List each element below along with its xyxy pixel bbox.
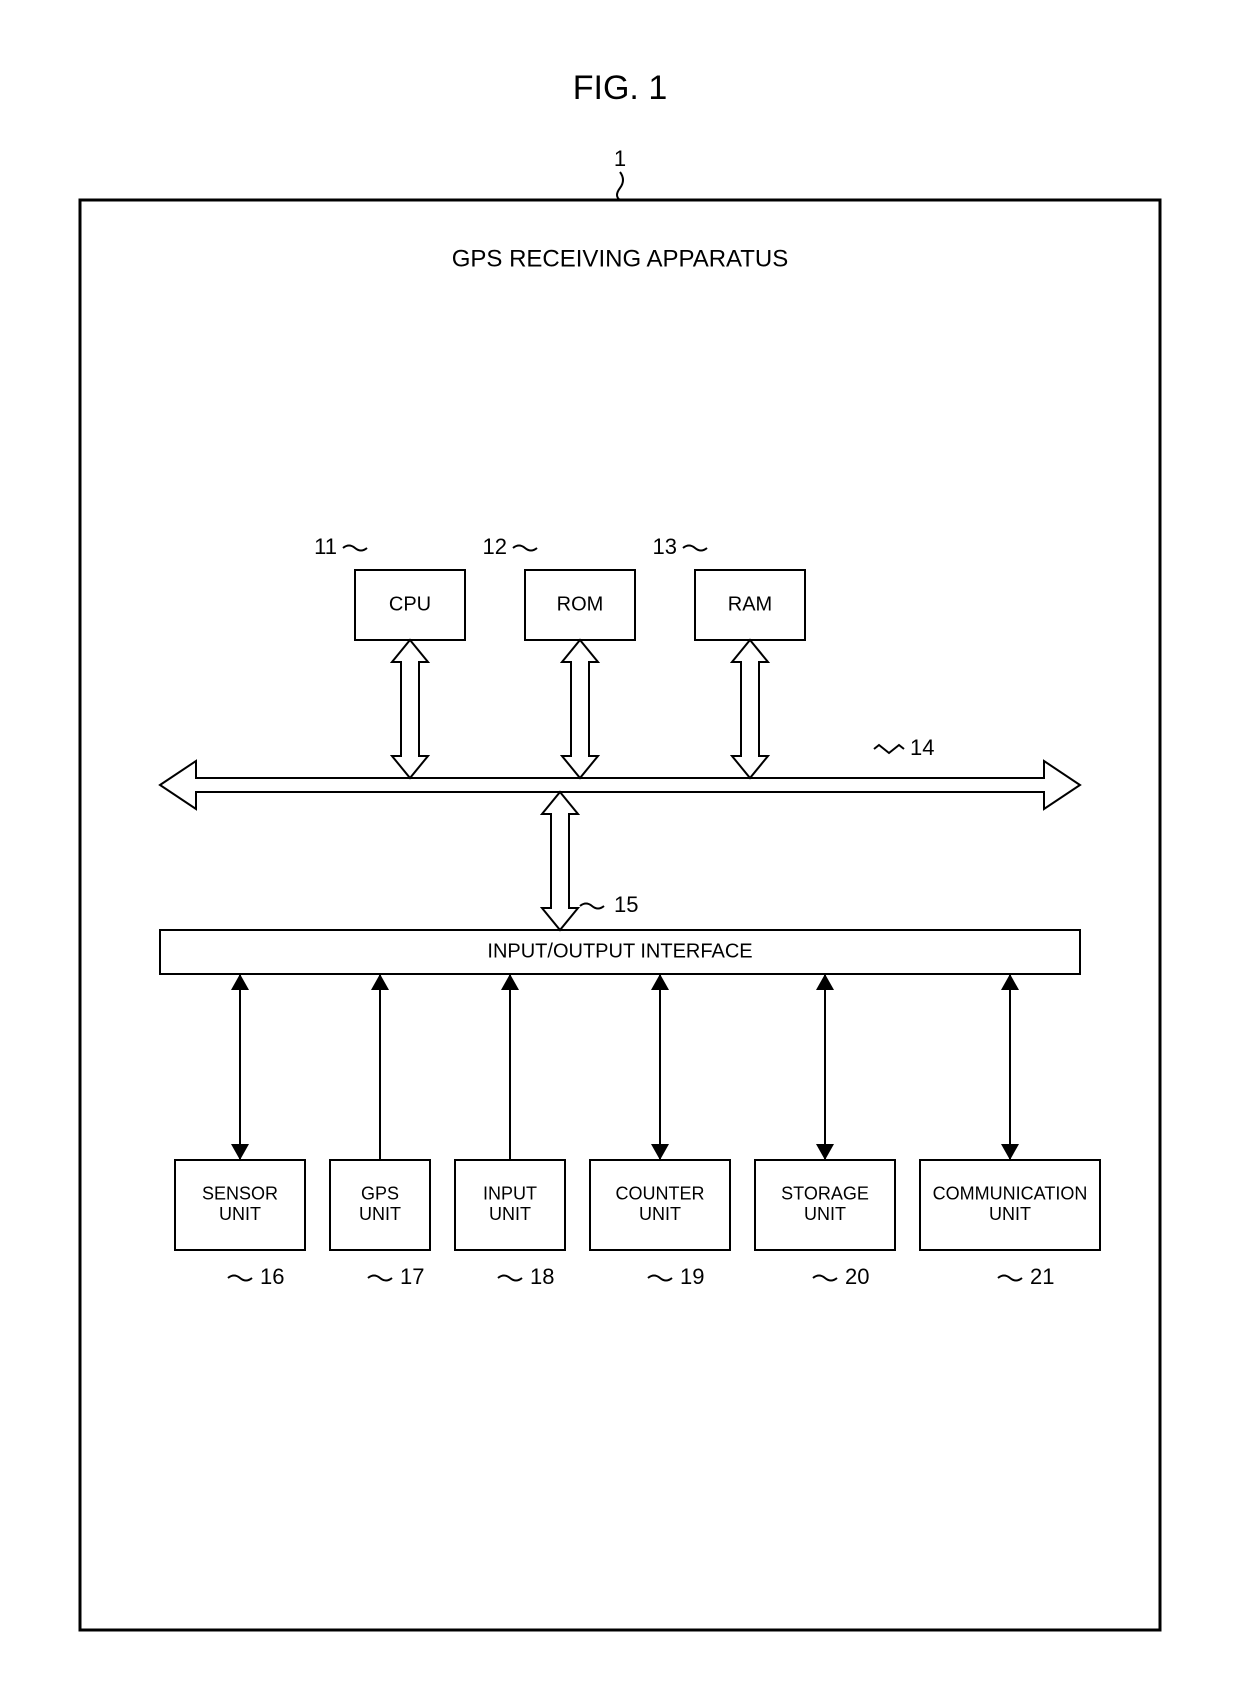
system-ref: 1 (614, 146, 626, 171)
arrowhead (816, 1144, 834, 1160)
bus-ref: 14 (910, 735, 934, 760)
rom-ref-leader (513, 546, 537, 551)
storage-ref: 20 (845, 1264, 869, 1289)
figure-diagram: FIG. 1 1 GPS RECEIVING APPARATUS 14 CPU ROM RA… (0, 0, 1240, 1693)
bus-arrow (160, 761, 1080, 809)
comm-label: COMMUNICATIONUNIT (933, 1183, 1088, 1224)
ram-ref: 13 (653, 534, 677, 559)
input-ref-leader (498, 1276, 522, 1281)
arrowhead (651, 974, 669, 990)
hollow-arrow (542, 792, 578, 930)
input-ref: 18 (530, 1264, 554, 1289)
sensor-ref: 16 (260, 1264, 284, 1289)
system-label: GPS RECEIVING APPARATUS (452, 245, 789, 272)
system-ref-leader (617, 172, 623, 200)
counter-ref: 19 (680, 1264, 704, 1289)
ram-label: RAM (728, 593, 772, 615)
storage-ref-leader (813, 1276, 837, 1281)
counter-label: COUNTERUNIT (616, 1183, 705, 1224)
arrowhead (501, 974, 519, 990)
sensor-label: SENSORUNIT (202, 1183, 278, 1224)
arrowhead (816, 974, 834, 990)
arrowhead (231, 974, 249, 990)
counter-ref-leader (648, 1276, 672, 1281)
arrowhead (231, 1144, 249, 1160)
arrowhead (371, 974, 389, 990)
figure-title: FIG. 1 (573, 69, 667, 107)
hollow-arrow (392, 640, 428, 778)
cpu-label: CPU (389, 593, 431, 615)
hollow-arrow (562, 640, 598, 778)
rom-ref: 12 (483, 534, 507, 559)
sensor-ref-leader (228, 1276, 252, 1281)
io-interface-label: INPUT/OUTPUT INTERFACE (487, 940, 752, 962)
bus-ref-leader (874, 745, 904, 753)
comm-ref: 21 (1030, 1264, 1054, 1289)
gps-label: GPSUNIT (359, 1183, 401, 1224)
arrowhead (1001, 974, 1019, 990)
io-ref-leader (580, 904, 604, 909)
gps-ref-leader (368, 1276, 392, 1281)
ram-ref-leader (683, 546, 707, 551)
io-ref: 15 (614, 892, 638, 917)
arrowhead (1001, 1144, 1019, 1160)
input-label: INPUTUNIT (483, 1183, 537, 1224)
comm-ref-leader (998, 1276, 1022, 1281)
arrowhead (651, 1144, 669, 1160)
cpu-ref: 11 (314, 534, 337, 559)
gps-ref: 17 (400, 1264, 424, 1289)
cpu-ref-leader (343, 546, 367, 551)
rom-label: ROM (557, 593, 604, 615)
storage-label: STORAGEUNIT (781, 1183, 869, 1224)
hollow-arrow (732, 640, 768, 778)
